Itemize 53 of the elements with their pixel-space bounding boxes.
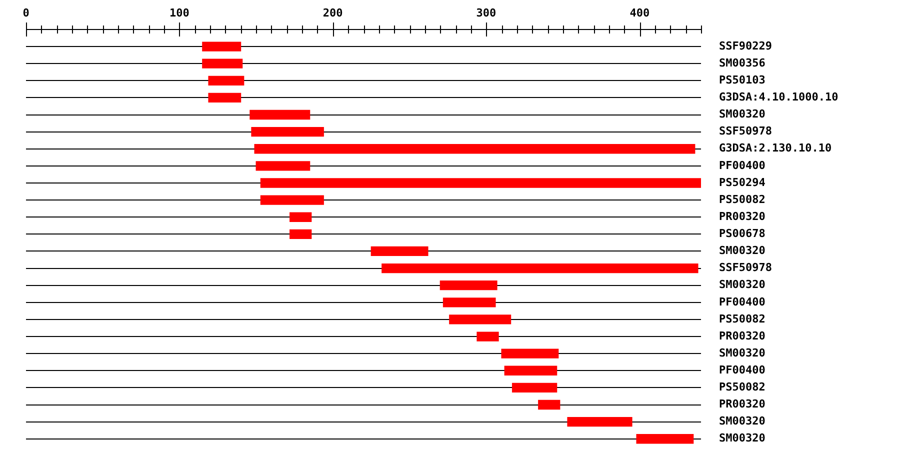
bar bbox=[290, 212, 312, 222]
bar bbox=[290, 229, 312, 239]
bar bbox=[512, 382, 558, 393]
y-tick-label: PF00400 bbox=[719, 363, 766, 376]
y-tick-label: PS50294 bbox=[719, 176, 766, 189]
x-tick-label: 0 bbox=[22, 6, 30, 20]
y-tick-label: SM00320 bbox=[719, 432, 766, 445]
bar bbox=[254, 144, 696, 154]
y-tick-label: SM00320 bbox=[719, 244, 766, 258]
y-tick-label: SSF90229 bbox=[719, 39, 772, 52]
y-tick-label: PF00400 bbox=[719, 295, 766, 308]
y-tick-label: SM00320 bbox=[719, 414, 766, 428]
bar bbox=[260, 195, 324, 205]
bar bbox=[208, 76, 244, 86]
bar bbox=[370, 246, 428, 256]
y-tick-label: SSF50978 bbox=[719, 124, 772, 138]
bar bbox=[442, 298, 496, 308]
y-tick-label: SM00320 bbox=[719, 346, 766, 360]
y-tick-label: SM00356 bbox=[719, 56, 766, 70]
x-tick-label: 200 bbox=[322, 6, 343, 20]
bar bbox=[567, 416, 632, 427]
y-tick-label: PS50103 bbox=[719, 74, 766, 87]
x-tick-label: 100 bbox=[169, 6, 190, 20]
bar bbox=[202, 58, 243, 68]
y-tick-label: G3DSA:4.10.1000.10 bbox=[719, 90, 838, 104]
bar bbox=[636, 434, 694, 444]
y-tick-label: G3DSA:2.130.10.10 bbox=[719, 142, 832, 155]
y-tick-label: PR00320 bbox=[719, 329, 766, 342]
bar bbox=[250, 110, 310, 120]
bar bbox=[504, 366, 558, 376]
x-tick-label: 400 bbox=[630, 6, 650, 20]
bar bbox=[260, 178, 701, 188]
y-tick-label: PS00678 bbox=[719, 227, 766, 240]
bar bbox=[208, 92, 242, 103]
bar bbox=[501, 348, 559, 358]
y-tick-label: PR00320 bbox=[719, 398, 766, 411]
bar bbox=[476, 332, 499, 342]
y-tick-label: SM00320 bbox=[719, 108, 766, 121]
y-tick-label: PS50082 bbox=[719, 380, 766, 394]
y-tick-label: SM00320 bbox=[719, 278, 766, 292]
bar bbox=[202, 42, 242, 52]
y-tick-label: SSF50978 bbox=[719, 261, 772, 274]
bar bbox=[382, 263, 698, 274]
y-tick-label: PR00320 bbox=[719, 210, 766, 223]
y-tick-label: PS50082 bbox=[719, 192, 766, 206]
y-tick-label: PS50082 bbox=[719, 312, 766, 326]
bar bbox=[538, 400, 560, 410]
bar bbox=[256, 161, 310, 171]
x-tick-label: 300 bbox=[476, 6, 496, 20]
bar bbox=[449, 314, 512, 324]
y-tick-label: PF00400 bbox=[719, 158, 766, 172]
bar bbox=[251, 126, 324, 137]
bar bbox=[440, 280, 498, 290]
